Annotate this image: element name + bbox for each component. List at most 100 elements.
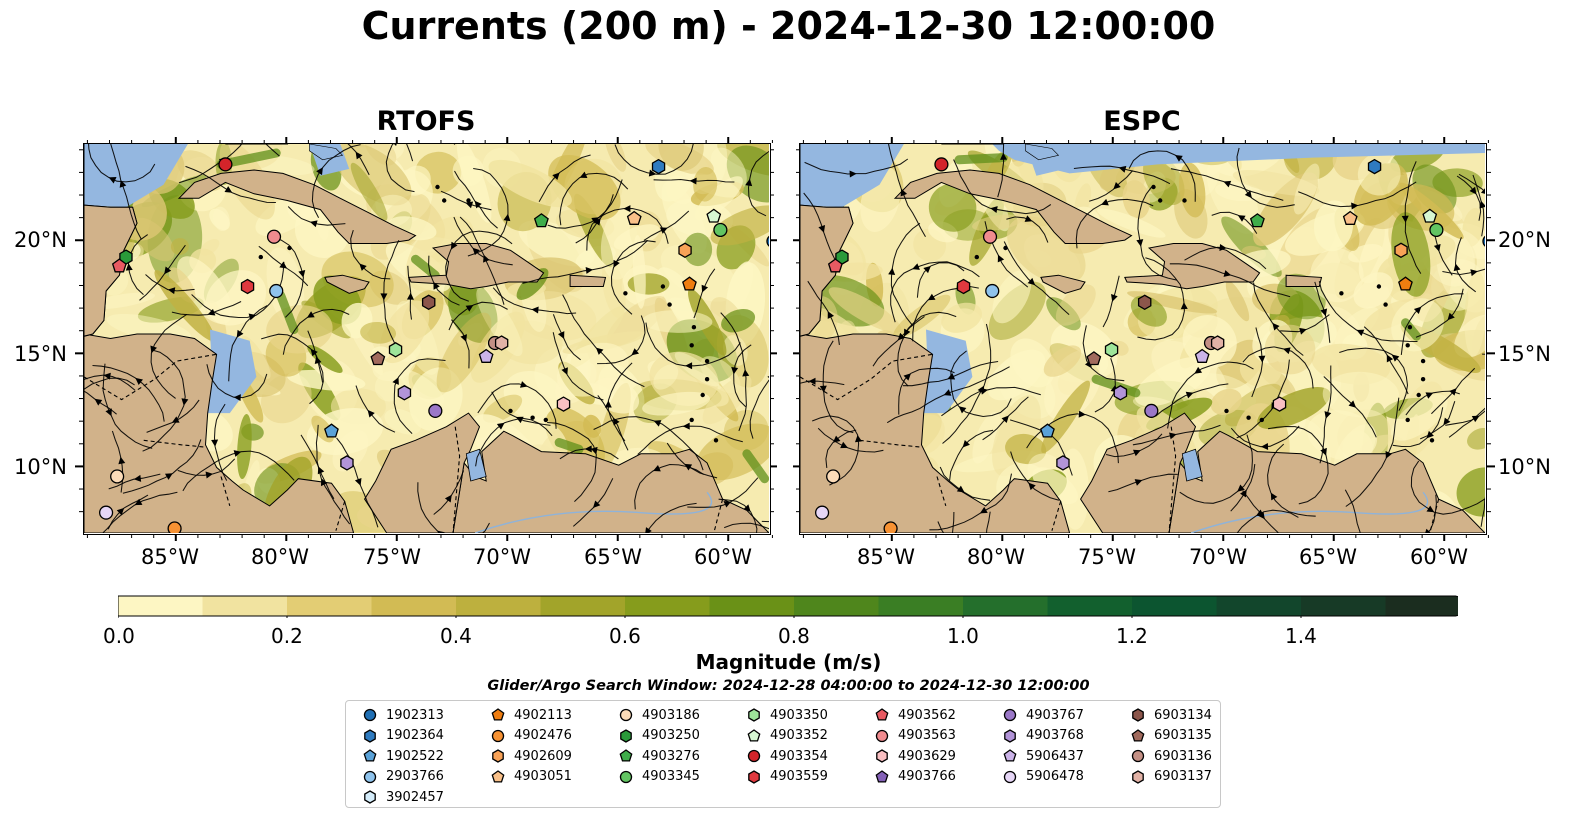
legend-marker-icon (875, 729, 889, 742)
legend-entry: 3902457 (362, 787, 444, 807)
legend-entry: 4903276 (618, 746, 700, 766)
legend-marker-icon (364, 790, 376, 804)
legend-entry: 5906437 (1002, 746, 1084, 766)
colorbar-tick: 0.2 (271, 624, 303, 648)
float-marker-1902522 (1040, 423, 1055, 438)
legend-entry: 4903051 (490, 767, 572, 787)
float-marker-4903563 (982, 229, 998, 244)
panel-title-rtofs: RTOFS (376, 106, 476, 137)
legend-label: 4902476 (514, 728, 572, 743)
float-marker-5906478 (99, 505, 114, 520)
legend-entry: 4903629 (874, 746, 956, 766)
legend-label: 6903137 (1154, 769, 1212, 784)
legend-marker-icon (363, 749, 377, 762)
float-marker-6903134 (1137, 294, 1152, 311)
legend-label: 4903559 (770, 769, 828, 784)
colorbar-tick: 0.0 (103, 624, 135, 648)
float-marker-4903276 (1249, 213, 1265, 228)
figure-title: Currents (200 m) - 2024-12-30 12:00:00 (361, 4, 1216, 48)
float-marker-5906437 (1194, 348, 1210, 363)
lon-tick-label: 65°W (1299, 545, 1357, 569)
legend-entry: 6903136 (1130, 746, 1212, 766)
legend-entry: 4903250 (618, 726, 700, 746)
map-panel-espc (799, 143, 1487, 535)
legend-marker-icon (1132, 769, 1144, 784)
legend-entry: 4903352 (746, 726, 828, 746)
float-marker-1902364 (1367, 158, 1382, 175)
lon-tick-label: 75°W (1078, 545, 1136, 569)
legend-entry: 4903186 (618, 705, 700, 725)
lon-tick-label: 80°W (251, 545, 309, 569)
float-marker-4903768 (1056, 455, 1070, 471)
legend-marker-icon (1132, 708, 1144, 722)
lon-tick-label: 70°W (473, 545, 531, 569)
float-marker-1902313 (766, 235, 769, 247)
axis-ticks (75, 137, 1495, 541)
legend-entry: 4903354 (746, 746, 828, 766)
legend-label: 4903629 (898, 748, 956, 764)
float-marker-4903562 (111, 258, 127, 273)
lon-tick-label: 60°W (1410, 545, 1468, 569)
legend-marker-icon (748, 769, 760, 784)
legend-marker-icon (747, 749, 761, 763)
lat-tick-label: 10°N (14, 455, 67, 479)
float-marker-2903766 (269, 283, 284, 299)
float-marker-4903350 (388, 342, 403, 358)
colorbar-tick: 1.0 (947, 624, 979, 648)
legend-label: 6903134 (1154, 707, 1212, 723)
legend-marker-icon (747, 728, 761, 742)
lon-tick-label: 80°W (967, 545, 1025, 569)
legend-label: 6903135 (1154, 728, 1212, 743)
float-marker-4903186 (110, 469, 125, 484)
legend-label: 4902113 (514, 707, 572, 723)
float-marker-6903135 (370, 351, 386, 366)
legend-entry: 4903562 (874, 705, 956, 725)
float-marker-4902609 (1394, 242, 1408, 259)
legend-marker-icon (491, 729, 505, 742)
float-marker-4903767 (1144, 403, 1159, 418)
float-marker-4903352 (706, 208, 722, 223)
colorbar-tick: 0.4 (440, 624, 472, 648)
float-marker-5906437 (478, 348, 494, 363)
legend-entry: 2903766 (362, 767, 444, 787)
espc-map-canvas (800, 144, 1485, 533)
legend-entry: 4903766 (874, 767, 956, 787)
float-marker-4903051 (626, 210, 642, 225)
legend-entry: 1902313 (362, 705, 444, 725)
legend-label: 1902313 (386, 707, 444, 723)
panel-title-espc: ESPC (1103, 106, 1181, 137)
lon-tick-label: 85°W (141, 545, 199, 569)
legend-label: 1902364 (386, 728, 444, 743)
legend-label: 4902609 (514, 748, 572, 764)
legend-label: 4903767 (1026, 707, 1084, 723)
legend-marker-icon (619, 770, 633, 783)
legend-entry: 5906478 (1002, 767, 1084, 787)
lon-tick-label: 75°W (363, 545, 421, 569)
legend-entry: 4903350 (746, 705, 828, 725)
legend-marker-icon (491, 708, 505, 721)
colorbar-label: Magnitude (m/s) (695, 650, 882, 674)
colorbar-tick: 1.4 (1285, 624, 1317, 648)
legend-entry: 1902364 (362, 726, 444, 746)
float-marker-6903134 (421, 294, 436, 311)
legend-marker-icon (875, 708, 889, 721)
lon-tick-label: 60°W (694, 545, 752, 569)
lat-tick-label: 10°N (1498, 455, 1551, 479)
lon-tick-label: 85°W (857, 545, 915, 569)
float-marker-4903345 (1429, 222, 1444, 238)
legend-marker-icon (1131, 749, 1145, 763)
legend-marker-icon (363, 770, 377, 783)
legend-label: 4903250 (642, 728, 700, 743)
float-marker-6903137 (1210, 335, 1225, 351)
colorbar-tick: 0.6 (609, 624, 641, 648)
float-marker-6903135 (1086, 351, 1102, 366)
legend-label: 4903051 (514, 769, 572, 784)
legend-marker-icon (1004, 728, 1016, 743)
legend-marker-icon (1003, 770, 1017, 783)
float-marker-4903350 (1104, 342, 1119, 358)
float-marker-2903766 (985, 283, 1000, 299)
float-marker-4903345 (713, 222, 728, 238)
float-marker-1902313 (1482, 235, 1485, 247)
legend-marker-icon (748, 708, 760, 722)
legend-label: 5906478 (1026, 769, 1084, 784)
